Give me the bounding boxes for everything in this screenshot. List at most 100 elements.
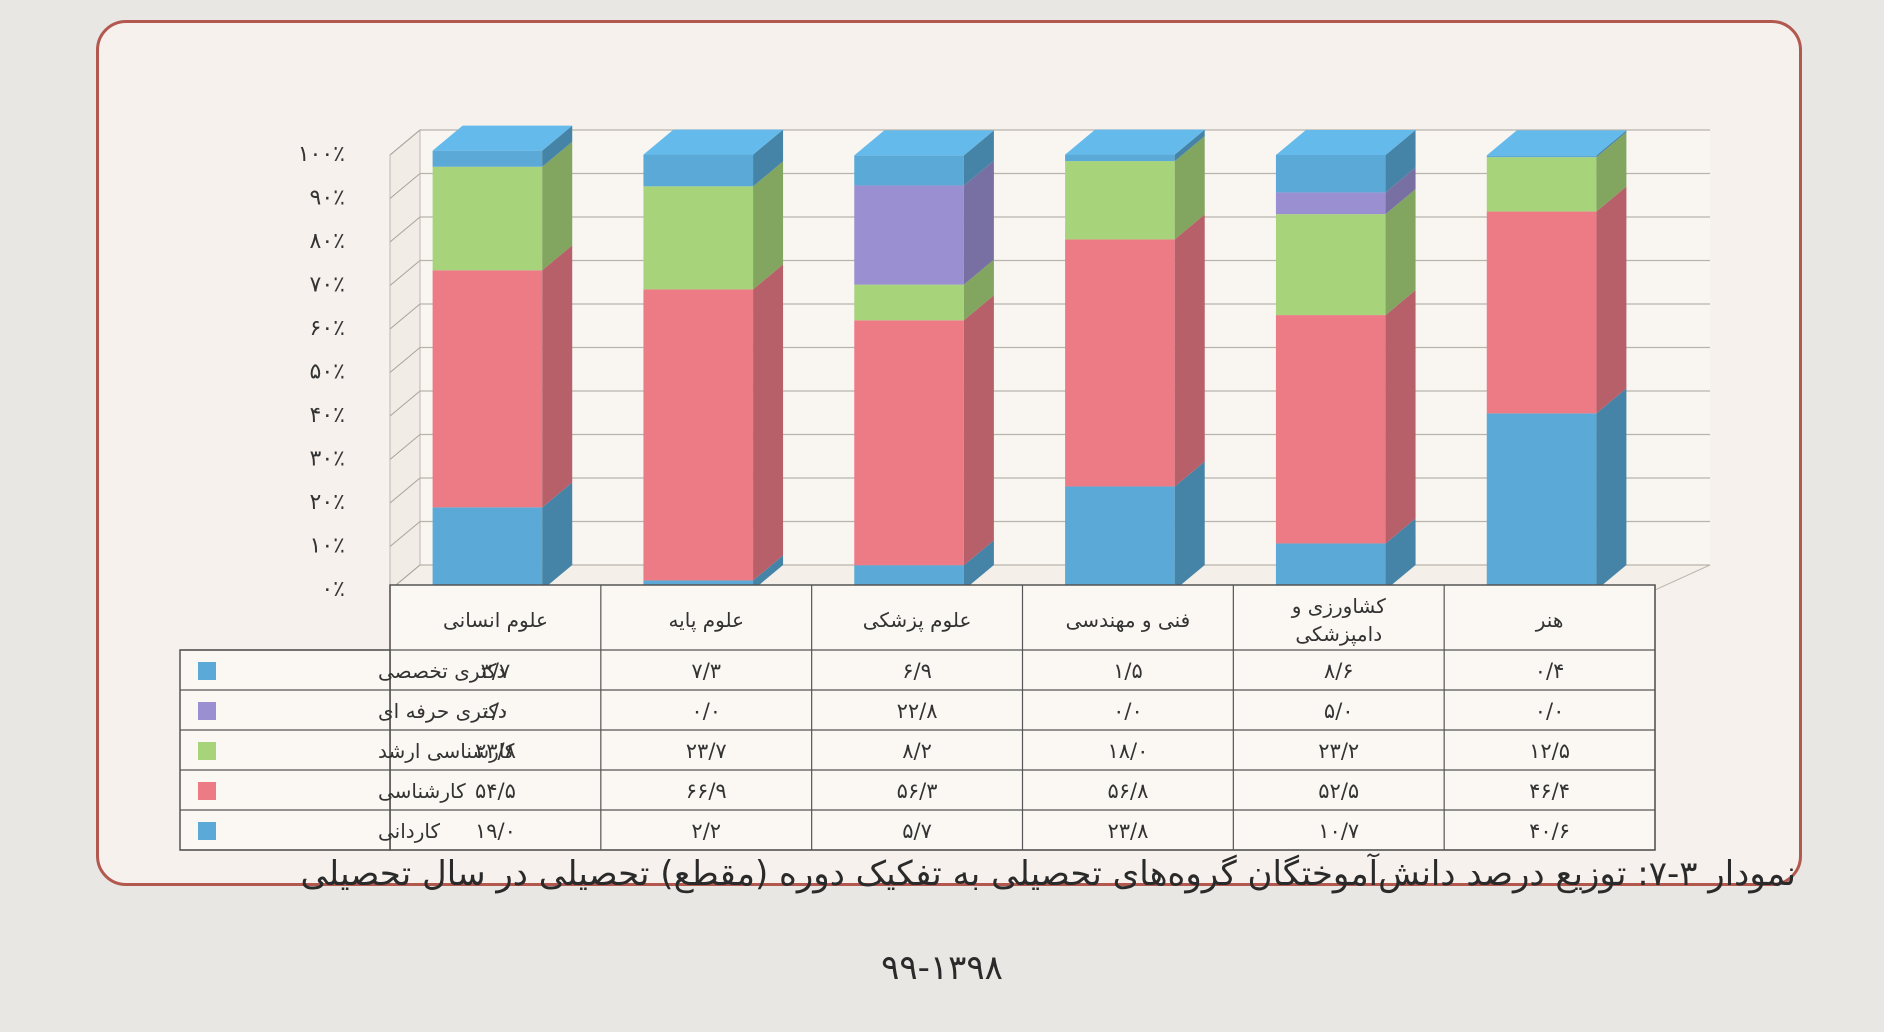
data-label: ۵۶/۳ <box>897 779 938 803</box>
legend-label: دکتری تخصصی <box>378 659 505 683</box>
data-label: ۷/۳ <box>691 659 721 683</box>
legend-swatch <box>198 822 216 840</box>
data-label: ۰/۰ <box>1113 699 1143 723</box>
bar-segment <box>854 320 964 566</box>
bar-segment-side <box>1174 129 1205 162</box>
bar-segment-side <box>1174 136 1205 240</box>
bar-segment <box>643 154 754 187</box>
legend-label: دکتری حرفه ای <box>378 699 507 723</box>
chart-caption-year: ۹۹-۱۳۹۸ <box>881 948 1003 988</box>
gridline-side <box>389 347 421 373</box>
bar-segment-side <box>1596 132 1627 212</box>
bar-segment-side <box>963 540 994 590</box>
x-tick-label: کشاورزی و <box>1291 594 1387 618</box>
bar-segment <box>643 186 754 290</box>
gridline-side <box>389 173 421 199</box>
legend-swatch <box>198 742 216 760</box>
bar-segment-side <box>963 259 994 321</box>
data-label: ۲۳/۲ <box>1318 739 1359 763</box>
legend-swatch <box>198 782 216 800</box>
data-label: ۱۰/۷ <box>1318 819 1359 843</box>
bar-segment <box>1275 192 1386 215</box>
bar-segment-side <box>542 141 573 271</box>
bar-segment <box>432 166 543 271</box>
y-tick-label: ۰٪ <box>321 577 345 602</box>
data-label: ۲۳/۸ <box>1107 819 1148 843</box>
bar-segment-side <box>1385 518 1416 590</box>
gridline-side <box>389 390 421 417</box>
bar-segment-side <box>753 555 784 590</box>
bar-segment <box>854 185 964 285</box>
x-tick-label: فنی و مهندسی <box>1066 608 1191 632</box>
bar-segment <box>1065 161 1175 240</box>
bar-segment-side <box>1596 130 1627 158</box>
bar-segment <box>1275 155 1386 193</box>
bar-segment <box>854 155 964 186</box>
bar-segment <box>432 270 543 508</box>
gridline-side <box>389 521 421 547</box>
data-label: ۴۰/۶ <box>1529 819 1570 843</box>
bar-top-face <box>1065 129 1205 155</box>
chart-caption: نمودار ۳-۷: توزیع درصد دانش‌آموختگان گرو… <box>300 854 1796 894</box>
y-tick-label: ۶۰٪ <box>310 316 345 341</box>
bar-segment-side <box>1385 290 1416 544</box>
y-tick-label: ۹۰٪ <box>310 186 345 211</box>
bar-segment <box>1275 214 1386 316</box>
data-label: ۵۴/۵ <box>475 779 516 803</box>
data-label: ۲۳/۸ <box>475 739 516 763</box>
bar-segment-side <box>1596 186 1627 414</box>
data-label: ۰/۰ <box>1535 699 1565 723</box>
legend-swatch <box>198 662 216 680</box>
bar-segment-side <box>1174 214 1205 487</box>
bar-top-face <box>643 129 784 155</box>
gridline-side <box>389 303 421 330</box>
bar-segment-side <box>963 295 994 566</box>
bar-segment <box>1486 157 1597 212</box>
y-tick-label: ۷۰٪ <box>310 273 345 298</box>
data-label: ۱/۵ <box>1113 659 1143 683</box>
data-label: ۲/۲ <box>691 819 721 843</box>
gridline-side <box>389 477 421 504</box>
x-tick-label: علوم انسانی <box>443 608 548 632</box>
data-label: ۶/۹ <box>902 659 932 683</box>
bar-segment <box>854 284 964 321</box>
bar-segment-side <box>753 264 784 581</box>
data-label: ۵/۰ <box>1324 699 1354 723</box>
data-label: ۵۲/۵ <box>1318 779 1359 803</box>
bar-segment <box>1275 315 1386 544</box>
bar-segment-side <box>542 482 573 590</box>
data-label: ۱۲/۵ <box>1529 739 1570 763</box>
data-label: ۳/۷ <box>481 659 511 683</box>
y-tick-label: ۴۰٪ <box>310 403 345 428</box>
bar-segment <box>643 289 754 581</box>
y-tick-label: ۵۰٪ <box>310 360 345 385</box>
bar-segment <box>1486 211 1597 414</box>
data-label: ۲۳/۷ <box>686 739 727 763</box>
y-tick-label: ۱۰۰٪ <box>298 142 345 167</box>
data-label: ۸/۲ <box>902 739 932 763</box>
bar-segment <box>1486 413 1597 590</box>
bar-top-face <box>1275 130 1416 155</box>
y-tick-label: ۳۰٪ <box>310 447 345 472</box>
bar-segment-side <box>753 161 784 290</box>
bar-segment <box>1065 486 1175 590</box>
legend-swatch <box>198 702 216 720</box>
data-label: ۵۶/۸ <box>1107 779 1148 803</box>
data-label: ۰/۰ <box>481 699 511 723</box>
data-label: ۱۹/۰ <box>475 819 516 843</box>
bar-segment-side <box>542 245 573 508</box>
data-label: ۵/۷ <box>902 819 932 843</box>
bar-segment <box>1275 543 1386 590</box>
bar-top-face <box>1486 130 1627 156</box>
data-label: ۸/۶ <box>1324 659 1354 683</box>
bar-segment-side <box>1174 461 1205 590</box>
bar-segment-side <box>963 130 994 186</box>
bar-segment-side <box>542 125 573 167</box>
data-label: ۴۶/۴ <box>1529 779 1570 803</box>
bar-segment-side <box>1385 189 1416 316</box>
bar-segment <box>432 507 543 590</box>
bar-segment-side <box>963 160 994 285</box>
gridline-side <box>389 216 421 243</box>
legend-label: کارشناسی ارشد <box>378 739 515 763</box>
